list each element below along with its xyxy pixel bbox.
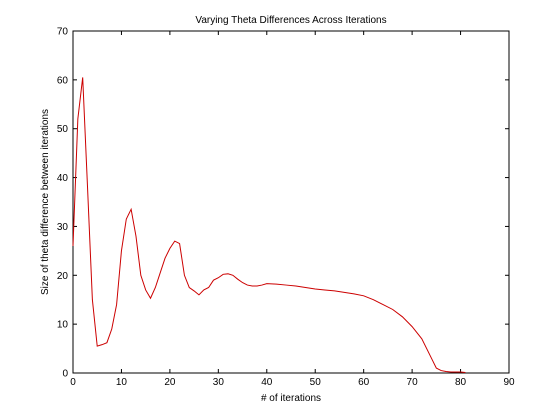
x-tick-label: 20 <box>164 377 176 388</box>
x-tick-label: 50 <box>310 377 322 388</box>
y-tick-label: 40 <box>57 173 69 184</box>
series-line <box>72 77 466 374</box>
axis-ticks <box>72 30 510 374</box>
axis-tick-labels: 0 10 20 30 40 50 60 70 80 90 0 10 20 30 40 50 60 70 <box>57 27 515 389</box>
plot-area <box>72 30 510 374</box>
x-tick-label: 70 <box>407 377 419 388</box>
y-tick-label: 50 <box>57 124 69 135</box>
x-tick-label: 10 <box>116 377 128 388</box>
x-tick-label: 90 <box>503 377 515 388</box>
y-tick-label: 10 <box>57 320 69 331</box>
x-axis-label: # of iterations <box>261 393 321 404</box>
y-tick-label: 60 <box>57 75 69 86</box>
y-tick-label: 20 <box>57 271 69 282</box>
x-tick-label: 40 <box>261 377 273 388</box>
y-tick-label: 0 <box>62 369 68 380</box>
y-tick-label: 70 <box>57 27 69 38</box>
chart-title: Varying Theta Differences Across Iterati… <box>195 15 386 26</box>
x-tick-label: 30 <box>213 377 225 388</box>
x-tick-label: 60 <box>358 377 370 388</box>
y-axis-label: Size of theta difference between iterati… <box>40 109 51 295</box>
x-tick-label: 80 <box>455 377 467 388</box>
x-tick-label: 0 <box>70 377 76 388</box>
y-tick-label: 30 <box>57 222 69 233</box>
